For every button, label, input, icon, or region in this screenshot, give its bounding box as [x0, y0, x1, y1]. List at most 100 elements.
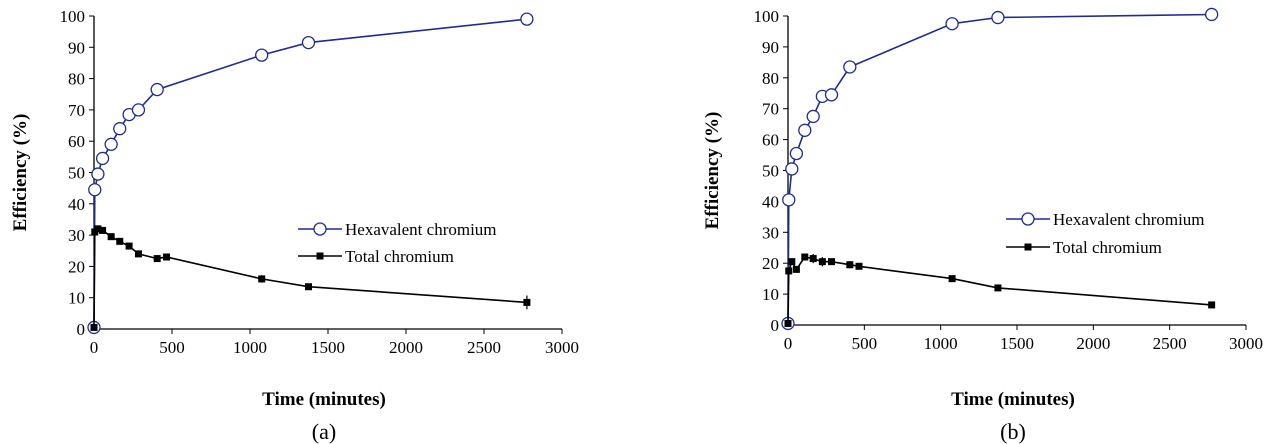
- y-tick-label: 30: [68, 226, 85, 245]
- data-point: [1208, 301, 1216, 309]
- x-tick-label: 500: [159, 338, 185, 357]
- y-tick-label: 20: [762, 254, 779, 273]
- y-tick-label: 90: [68, 38, 85, 57]
- y-tick-label: 0: [771, 316, 780, 335]
- y-tick-label: 30: [762, 223, 779, 242]
- data-point: [789, 146, 804, 161]
- y-tick-label: 70: [68, 101, 85, 120]
- x-tick-label: 2500: [467, 338, 501, 357]
- data-point: [994, 284, 1002, 292]
- y-tick-label: 20: [68, 257, 85, 276]
- x-tick-label: 0: [90, 338, 99, 357]
- legend-marker: [1024, 243, 1032, 251]
- data-point: [818, 258, 826, 266]
- legend-label: Total chromium: [345, 247, 454, 266]
- data-point: [991, 10, 1005, 25]
- data-point: [91, 167, 105, 181]
- data-point: [125, 242, 133, 250]
- legend-marker: [313, 222, 327, 236]
- y-tick-label: 80: [68, 70, 85, 89]
- data-point: [131, 103, 146, 117]
- data-point: [301, 35, 316, 50]
- y-tick-label: 90: [762, 38, 779, 57]
- y-axis-title: Efficiency (%): [702, 112, 723, 230]
- data-point: [107, 233, 115, 241]
- data-point: [806, 109, 820, 124]
- data-point: [305, 283, 312, 291]
- x-axis-title: Time (minutes): [951, 389, 1075, 410]
- y-tick-label: 70: [762, 100, 779, 119]
- x-tick-label: 2000: [1076, 334, 1110, 353]
- series-hexavalent-chromium: [781, 7, 1219, 331]
- data-point: [798, 123, 812, 137]
- data-point: [150, 82, 164, 97]
- data-point: [788, 258, 796, 266]
- y-tick-label: 100: [754, 7, 780, 26]
- y-tick-label: 40: [762, 192, 779, 211]
- y-tick-label: 80: [762, 69, 779, 88]
- x-tick-label: 3000: [1229, 334, 1263, 353]
- data-point: [94, 225, 102, 233]
- data-point: [90, 323, 98, 331]
- data-point: [945, 17, 959, 31]
- data-point: [95, 151, 110, 166]
- y-tick-label: 10: [68, 289, 85, 308]
- data-point: [785, 162, 799, 176]
- data-point: [116, 237, 124, 245]
- series-line: [93, 18, 527, 328]
- data-point: [134, 250, 142, 258]
- data-point: [520, 12, 534, 26]
- x-tick-label: 1500: [1000, 334, 1034, 353]
- data-point: [784, 319, 792, 327]
- data-point: [523, 298, 531, 306]
- data-point: [855, 262, 863, 270]
- x-tick-label: 3000: [545, 338, 579, 357]
- y-axis-title: Efficiency (%): [10, 114, 31, 232]
- legend-entry: Hexavalent chromium: [1006, 210, 1205, 229]
- legend-marker: [316, 252, 324, 260]
- y-tick-label: 60: [762, 131, 779, 150]
- data-point: [113, 122, 127, 136]
- data-point: [809, 255, 817, 263]
- x-tick-label: 1500: [311, 338, 345, 357]
- y-tick-label: 10: [762, 285, 779, 304]
- x-tick-label: 0: [784, 334, 793, 353]
- y-tick-label: 0: [77, 320, 86, 339]
- data-point: [1205, 7, 1219, 22]
- data-point: [258, 275, 266, 283]
- data-point: [782, 193, 796, 207]
- chart-panel-b: 0 10 20 30 40 50 60 70 80 90 100 0 500 1000 1500 2000 25…: [690, 0, 1272, 444]
- data-point: [785, 267, 793, 275]
- data-point: [948, 275, 956, 283]
- x-axis-title: Time (minutes): [262, 389, 386, 410]
- x-tick-label: 2000: [389, 338, 423, 357]
- chart-panel-a: 0 10 20 30 40 50 60 70 80 90 100 0 500 1000 1500 2000 25…: [0, 0, 600, 444]
- data-point: [792, 265, 800, 273]
- x-tick-label: 2500: [1153, 334, 1187, 353]
- data-point: [843, 60, 857, 74]
- panel-label: (a): [312, 419, 336, 444]
- y-tick-label: 50: [68, 164, 85, 183]
- legend-entry: Hexavalent chromium: [298, 220, 497, 239]
- panel-label: (b): [1000, 419, 1026, 444]
- legend-marker: [1021, 212, 1035, 226]
- legend-entry: Total chromium: [1006, 238, 1162, 257]
- data-point: [846, 261, 854, 269]
- legend-entry: Total chromium: [298, 247, 454, 266]
- legend-label: Hexavalent chromium: [1053, 210, 1205, 229]
- data-point: [801, 253, 809, 261]
- data-point: [99, 226, 107, 234]
- series-line: [93, 227, 527, 328]
- legend-label: Total chromium: [1053, 238, 1162, 257]
- legend-label: Hexavalent chromium: [345, 220, 497, 239]
- data-point: [88, 183, 102, 197]
- y-tick-label: 100: [60, 7, 86, 26]
- x-tick-label: 1000: [233, 338, 267, 357]
- y-tick-label: 60: [68, 132, 85, 151]
- y-tick-label: 50: [762, 162, 779, 181]
- data-point: [104, 137, 118, 151]
- y-tick-label: 40: [68, 195, 85, 214]
- data-point: [255, 48, 269, 62]
